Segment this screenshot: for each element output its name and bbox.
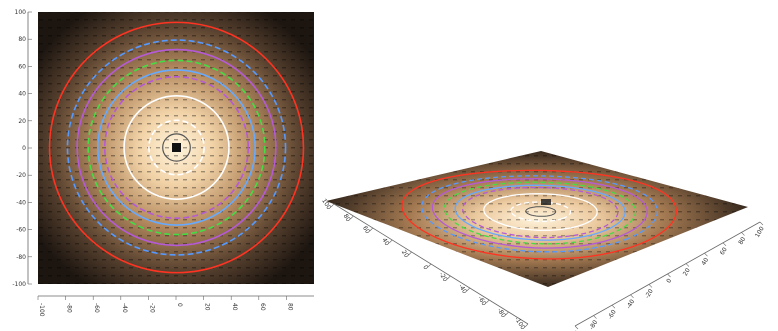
y-tick-label: 40 (18, 91, 26, 98)
contour-ring (103, 75, 250, 220)
y-tick-label: 0 (22, 145, 26, 152)
axis-3d-tick-mark (630, 294, 634, 299)
center-peak-marker (172, 143, 181, 152)
contour-ring-3d (510, 201, 572, 222)
x-tick-label: -20 (148, 303, 155, 313)
contour-ring-3d (431, 178, 648, 249)
axis-3d-tick-label: 60 (361, 225, 371, 235)
axis-3d-tick-label: -100 (513, 316, 526, 331)
axis-3d-tick-label: -100 (568, 329, 581, 331)
axis-3d-tick-label: -40 (457, 283, 468, 295)
axis-3d-tick-label: -20 (438, 271, 449, 283)
ticks-3d-front-right: -100 -80 -60 -40 -20 0 20 40 60 80 100 (568, 221, 766, 331)
x-tick-label: 20 (204, 303, 211, 311)
x-tick-label: 60 (259, 303, 266, 311)
axis-3d-tick-mark (574, 325, 579, 330)
axis-3d-tick-mark (505, 311, 509, 316)
y-tick-label: 60 (18, 63, 26, 70)
x-ticks-2d: -100 -80 -60 -40 -20 0 20 40 60 80 (37, 296, 293, 317)
heatmap-3d-dot-texture (326, 151, 748, 287)
axis-3d-tick-label: -60 (476, 295, 487, 307)
axis-3d-tick-label: 40 (700, 257, 710, 267)
axis-3d-tick-label: -20 (644, 288, 655, 300)
axis-3d-tick-mark (369, 227, 374, 232)
center-peak-marker-3d (541, 199, 551, 205)
y-tick-label: -20 (16, 172, 26, 179)
contour-ring-3d (525, 206, 557, 217)
axis-3d-tick-mark (593, 315, 597, 319)
axis-3d-tick-mark (524, 323, 529, 328)
y-tick-label: 80 (18, 36, 26, 43)
axis-3d-tick-mark (741, 232, 745, 236)
axis-3d-tick-label: 80 (737, 236, 747, 246)
x-tick-label: 40 (231, 303, 238, 311)
contour-ring-3d (483, 193, 598, 231)
ticks-3d-front-left: 100 80 60 40 20 0 -20 -40 -60 -80 -100 (320, 198, 529, 331)
contour-ring (148, 119, 205, 176)
y-tick-label: 100 (15, 9, 27, 16)
axis-3d-tick-mark (485, 299, 490, 304)
contour-ring (76, 48, 277, 247)
contour-ring-3d (454, 184, 626, 241)
axis-3d-tick-mark (667, 273, 671, 278)
axis-3d-tick-mark (704, 252, 708, 257)
axis-3d-tick-mark (685, 263, 690, 267)
axis-3d-tick-mark (330, 203, 335, 208)
axis-3d-tick-label: 0 (665, 277, 673, 284)
axis-3d-tick-label: 100 (754, 225, 766, 239)
axis-3d-tick-label: 20 (682, 267, 692, 277)
contour-ring-3d (401, 169, 678, 260)
y-tick-label: -100 (12, 281, 26, 288)
axis-3d-tick-label: -80 (588, 319, 599, 331)
x-tick-label: 80 (286, 303, 293, 311)
y-ticks-2d: 100 80 60 40 20 0 -20 -40 -60 -80 -100 (12, 9, 32, 288)
axis-3d-tick-label: -80 (496, 307, 507, 319)
y-tick-label: -80 (16, 254, 26, 261)
axis-3d-tick-mark (611, 304, 616, 309)
axis-3d-tick-label: 80 (342, 213, 352, 223)
axis-3d-tick-mark (350, 215, 354, 220)
axis-3d-tick-label: 0 (421, 264, 429, 271)
contour-ring-3d (443, 181, 637, 245)
y-tick-label: -60 (16, 227, 26, 234)
axis-3d-tick-mark (427, 263, 432, 268)
x-tick-label: -80 (66, 303, 73, 313)
contour-lines-2d (48, 21, 305, 274)
contour-ring (48, 21, 305, 274)
axis-3d-tick-label: 60 (719, 246, 729, 256)
y-tick-label: -40 (16, 199, 26, 206)
contour-lines-3d (401, 169, 678, 260)
x-tick-label: -40 (121, 303, 128, 313)
x-tick-label: 0 (176, 303, 183, 307)
x-tick-label: -100 (38, 303, 45, 317)
axis-3d-tick-mark (722, 242, 727, 247)
contour-ring-3d (421, 175, 659, 253)
axis-3d-tick-mark (408, 251, 412, 256)
axis-3d-tick-mark (466, 287, 471, 292)
axis-3d-tick-label: -60 (607, 309, 618, 321)
contour-ring (66, 39, 287, 256)
axis-3d-tick-mark (759, 221, 764, 226)
axis-3d-tick-label: 100 (320, 198, 332, 212)
axis-3d-tick-mark (388, 239, 393, 244)
axis-3d-tick-mark (648, 284, 653, 288)
y-tick-label: 20 (18, 118, 26, 125)
axis-3d-tick-label: 40 (380, 237, 390, 247)
axis-3d-tick-mark (447, 275, 451, 280)
contour-ring (97, 69, 256, 226)
axis-3d-tick-label: 20 (400, 249, 410, 259)
contour-ring (162, 133, 191, 162)
contour-ring-3d (462, 186, 619, 239)
x-tick-label: -60 (93, 303, 100, 313)
axis-3d-tick-label: -40 (625, 298, 636, 310)
contour-ring (123, 95, 230, 200)
contour-ring (87, 59, 266, 236)
